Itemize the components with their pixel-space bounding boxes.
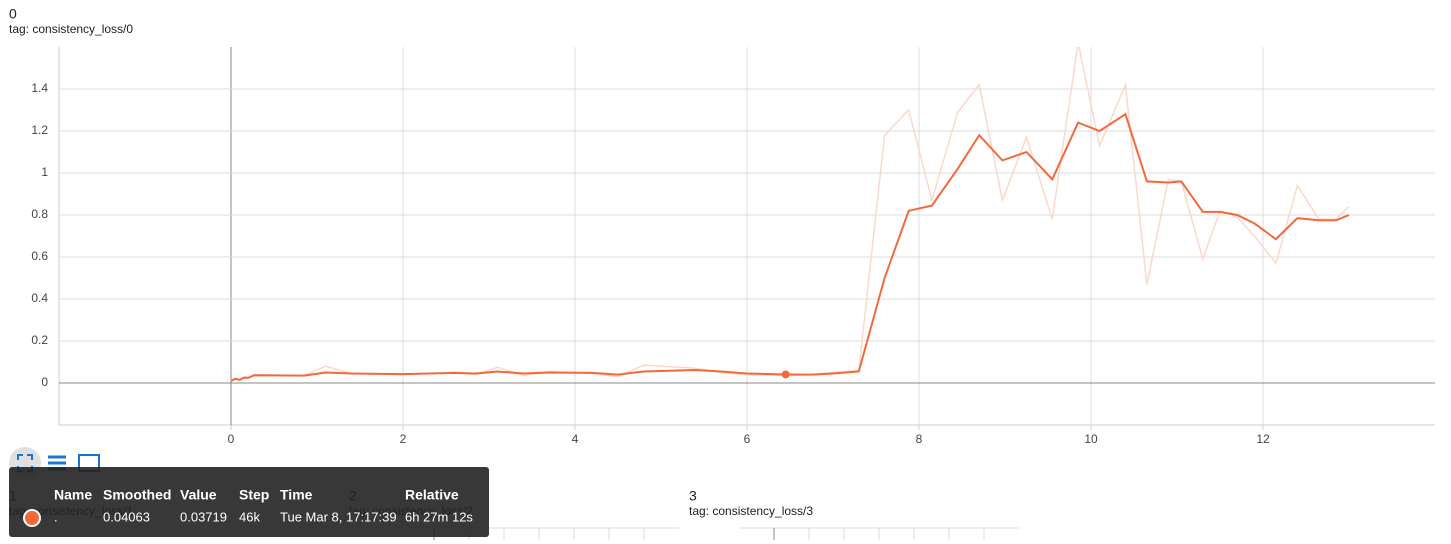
tooltip-bg	[9, 467, 489, 537]
tooltip: Name. Smoothed 0.04063 Value 0.03719 Step 46k T…	[9, 467, 489, 537]
series-line	[230, 112, 1350, 382]
y-tick-label: 1.4	[31, 81, 48, 95]
y-tick-label: 1	[41, 165, 48, 179]
tooltip-header: Name	[54, 487, 92, 503]
series-line	[230, 47, 1350, 382]
tooltip-cell: 0.03719	[180, 509, 227, 524]
fullscreen-button[interactable]	[17, 454, 33, 472]
thumbnail-grid	[399, 527, 1019, 540]
tooltip-header: Value	[180, 487, 217, 503]
y-tick-label: 0.8	[31, 207, 48, 221]
x-tick-label: 4	[572, 432, 579, 446]
run-label: 0	[9, 6, 17, 22]
x-tick-label: 8	[916, 432, 923, 446]
tag-label: tag: consistency_loss/3	[689, 504, 813, 518]
tooltip-cell: Tue Mar 8, 17:17:39	[280, 509, 397, 524]
x-tick-label: 10	[1084, 432, 1098, 446]
tag-label: tag: consistency_loss/0	[9, 22, 133, 36]
run-label: 3	[689, 488, 697, 504]
tooltip-cell: .	[54, 509, 58, 524]
tooltip-header: Relative	[405, 487, 459, 503]
tooltip-header: Smoothed	[103, 487, 171, 503]
tooltip-cell: 0.04063	[103, 509, 150, 524]
run-swatch	[23, 509, 41, 527]
y-tick-label: 0.4	[31, 291, 48, 305]
tooltip-header: Time	[280, 487, 313, 503]
tooltip-cell: 46k	[239, 509, 260, 524]
tooltip-cell: 6h 27m 12s	[405, 509, 473, 524]
y-tick-label: 0.6	[31, 249, 48, 263]
tooltip-header: Step	[239, 487, 269, 503]
x-tick-label: 0	[228, 432, 235, 446]
x-tick-label: 12	[1256, 432, 1270, 446]
y-tick-label: 1.2	[31, 123, 48, 137]
y-tick-label: 0.2	[31, 333, 48, 347]
y-tick-label: 0	[41, 375, 48, 389]
x-tick-label: 6	[744, 432, 751, 446]
hover-point	[781, 370, 790, 379]
x-tick-label: 2	[400, 432, 407, 446]
